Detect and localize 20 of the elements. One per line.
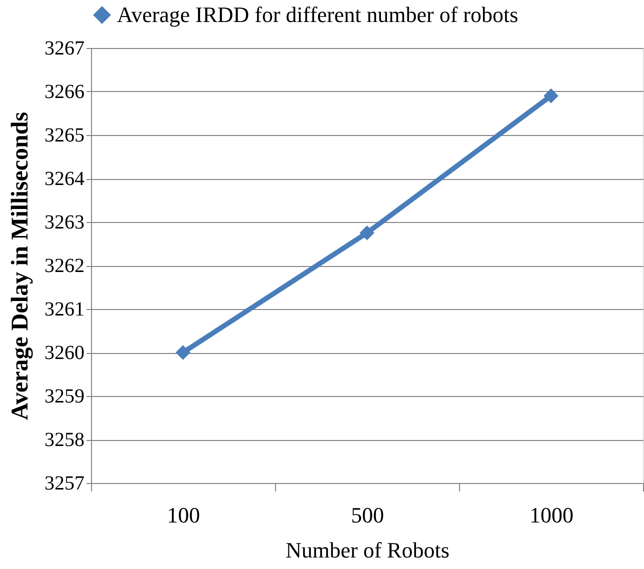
y-tick-label: 3262: [44, 255, 84, 277]
y-tick-label: 3261: [44, 298, 84, 320]
point: [544, 88, 558, 104]
y-tick-label: 3265: [44, 124, 84, 146]
y-tick-label: 3267: [44, 38, 84, 60]
x-axis-title: Number of Robots: [286, 538, 450, 562]
y-tick-label: 3264: [44, 168, 84, 190]
y-tick-label: 3260: [44, 342, 84, 364]
x-tick-label: 1000: [530, 502, 574, 528]
point: [176, 345, 190, 360]
x-tick-label: 100: [167, 502, 200, 528]
y-tick-label: 3266: [44, 81, 84, 103]
y-tick-label: 3257: [44, 472, 84, 494]
x-tick-label: 500: [351, 502, 384, 528]
y-tick-label: 3259: [44, 386, 84, 408]
y-tick-label: 3263: [44, 212, 84, 234]
y-axis-title: Average Delay in Milliseconds: [8, 112, 34, 420]
y-tick-label: 3258: [44, 429, 84, 451]
point: [360, 225, 374, 240]
legend-label: Average IRDD for different number of robots: [117, 2, 518, 27]
